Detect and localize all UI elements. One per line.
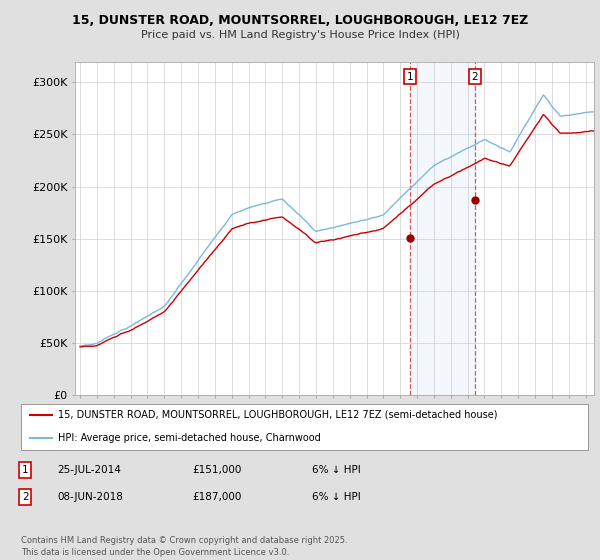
Text: 15, DUNSTER ROAD, MOUNTSORREL, LOUGHBOROUGH, LE12 7EZ: 15, DUNSTER ROAD, MOUNTSORREL, LOUGHBORO…: [72, 14, 528, 27]
Text: 2: 2: [472, 72, 478, 82]
Text: 25-JUL-2014: 25-JUL-2014: [57, 465, 121, 475]
Text: Price paid vs. HM Land Registry's House Price Index (HPI): Price paid vs. HM Land Registry's House …: [140, 30, 460, 40]
Text: 1: 1: [22, 465, 29, 475]
Text: 1: 1: [407, 72, 413, 82]
Text: £187,000: £187,000: [192, 492, 241, 502]
Text: 08-JUN-2018: 08-JUN-2018: [57, 492, 123, 502]
Text: Contains HM Land Registry data © Crown copyright and database right 2025.
This d: Contains HM Land Registry data © Crown c…: [21, 536, 347, 557]
Text: HPI: Average price, semi-detached house, Charnwood: HPI: Average price, semi-detached house,…: [58, 433, 320, 443]
Text: 6% ↓ HPI: 6% ↓ HPI: [312, 465, 361, 475]
Text: 6% ↓ HPI: 6% ↓ HPI: [312, 492, 361, 502]
Text: 15, DUNSTER ROAD, MOUNTSORREL, LOUGHBOROUGH, LE12 7EZ (semi-detached house): 15, DUNSTER ROAD, MOUNTSORREL, LOUGHBORO…: [58, 410, 497, 420]
Text: £151,000: £151,000: [192, 465, 241, 475]
Text: 2: 2: [22, 492, 29, 502]
